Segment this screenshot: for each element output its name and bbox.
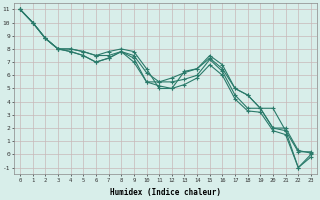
X-axis label: Humidex (Indice chaleur): Humidex (Indice chaleur) [110, 188, 221, 197]
